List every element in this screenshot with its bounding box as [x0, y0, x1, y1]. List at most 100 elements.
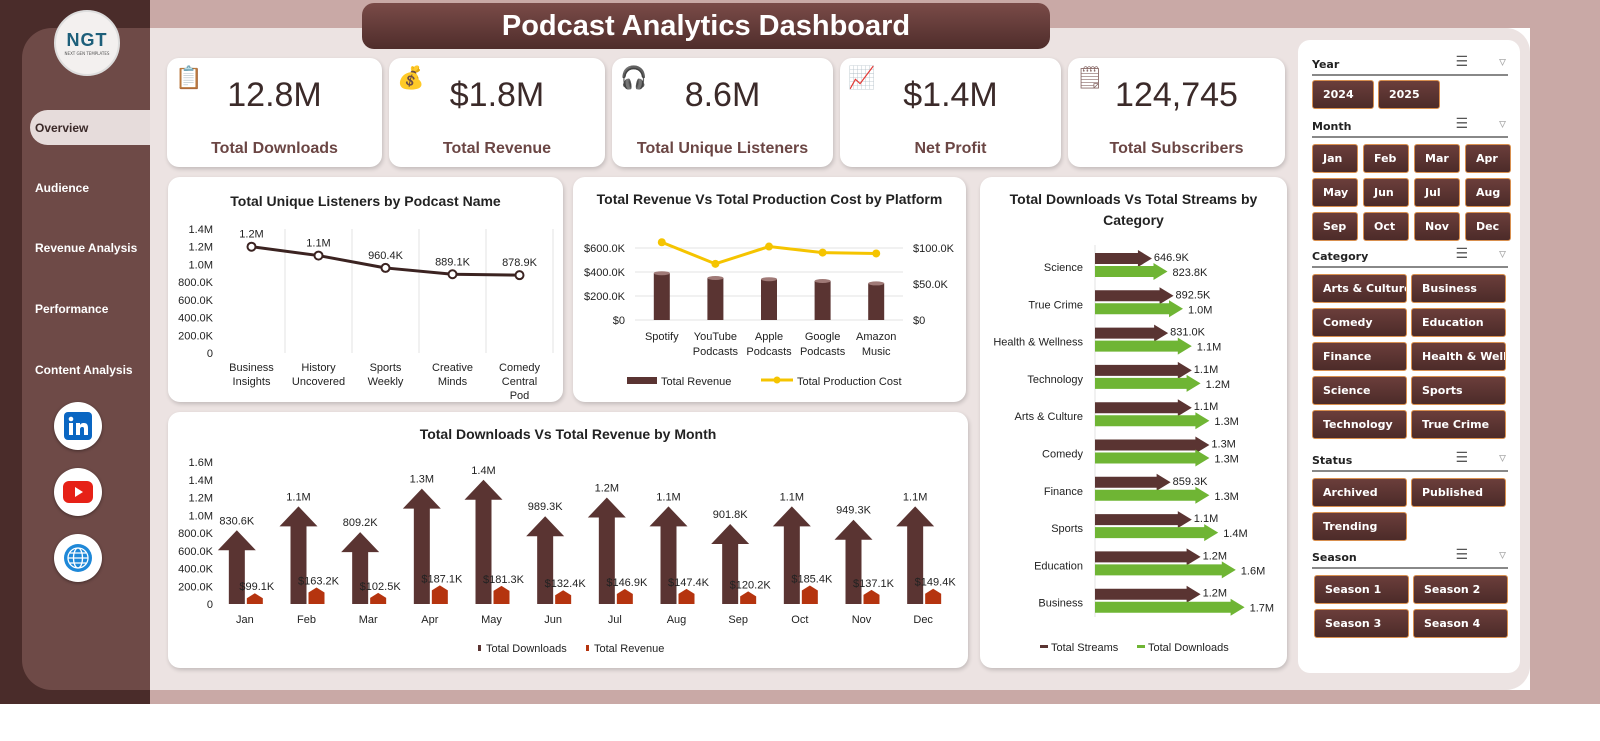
x-tick-label: Mar [359, 614, 378, 626]
x-tick-label: Amazon [856, 331, 896, 343]
revenue-arrow [308, 587, 325, 604]
nav-overview[interactable]: Overview [35, 121, 89, 135]
data-point [818, 248, 827, 257]
streams-arrow [1095, 548, 1201, 566]
downloads-label: 823.8K [1172, 267, 1208, 279]
y2-tick-label: $0 [913, 315, 925, 327]
clear-filter-icon[interactable]: ▿ [1498, 54, 1506, 70]
slicer-button[interactable]: Finance [1312, 342, 1407, 371]
y-tick-label: 1.2M [189, 493, 213, 505]
slicer-button[interactable]: Health & Wellness [1411, 342, 1506, 371]
slicer-button[interactable]: Sports [1411, 376, 1506, 405]
x-tick-label: May [481, 614, 502, 626]
slicer-button[interactable]: Sep [1312, 212, 1358, 241]
slicer-button[interactable]: Season 4 [1413, 609, 1508, 638]
clear-filter-icon[interactable]: ▿ [1498, 547, 1506, 563]
slicer-button[interactable]: Season 1 [1314, 575, 1409, 604]
multi-select-icon[interactable]: ☰ [1455, 116, 1468, 132]
slicer-button[interactable]: Comedy [1312, 308, 1407, 337]
y-tick-label: $400.0K [584, 267, 626, 279]
streams-arrow [1095, 399, 1192, 417]
streams-arrow [1095, 436, 1210, 454]
nav-revenue-analysis[interactable]: Revenue Analysis [35, 241, 138, 255]
downloads-label: 1.4M [1223, 528, 1247, 540]
slicer-button[interactable]: Dec [1465, 212, 1511, 241]
x-tick-label: Insights [233, 376, 271, 388]
data-point [872, 249, 881, 258]
revenue-bar [761, 279, 777, 320]
multi-select-icon[interactable]: ☰ [1455, 547, 1468, 563]
nav-content-analysis[interactable]: Content Analysis [35, 363, 133, 377]
slicer-button[interactable]: Archived [1312, 478, 1407, 507]
slicer-panel: Year ☰ ▿ 2024 2025 Month ☰ ▿ Jan Feb Mar Apr May Jun J… [1298, 40, 1520, 673]
slicer-button[interactable]: Jan [1312, 144, 1358, 173]
slicer-header-year: Year ☰ ▿ [1312, 52, 1508, 76]
slicer-button[interactable]: 2025 [1378, 80, 1440, 109]
x-tick-label: Feb [297, 614, 316, 626]
revenue-arrow [616, 588, 633, 604]
bar-top [653, 271, 670, 276]
slicer-button[interactable]: True Crime [1411, 410, 1506, 439]
slicer-button[interactable]: Education [1411, 308, 1506, 337]
nav-performance[interactable]: Performance [35, 302, 109, 316]
nav-audience[interactable]: Audience [35, 181, 90, 195]
downloads-label: 1.1M [780, 491, 804, 503]
y-tick-label: 1.0M [189, 259, 213, 271]
y-tick-label: 1.6M [189, 457, 213, 469]
chart-svg: 0 200.0K 400.0K 600.0K 800.0K 1.0M 1.2M 1.4M Bus… [178, 224, 554, 402]
clear-filter-icon[interactable]: ▿ [1498, 246, 1506, 262]
slicer-button[interactable]: Feb [1363, 144, 1409, 173]
multi-select-icon[interactable]: ☰ [1455, 450, 1468, 466]
downloads-arrow [649, 506, 688, 604]
y-tick-label: 0 [207, 348, 213, 360]
multi-select-icon[interactable]: ☰ [1455, 54, 1468, 70]
downloads-arrow [834, 519, 873, 604]
website-button[interactable] [54, 534, 102, 582]
nav-active-tab [30, 110, 150, 145]
slicer-button[interactable]: Science [1312, 376, 1407, 405]
slicer-button[interactable]: Technology [1312, 410, 1407, 439]
clear-filter-icon[interactable]: ▿ [1498, 116, 1506, 132]
clear-filter-icon[interactable]: ▿ [1498, 450, 1506, 466]
slicer-button[interactable]: Business [1411, 274, 1506, 303]
slicer-button[interactable]: Jun [1363, 178, 1409, 207]
x-tick-label: Jul [608, 614, 622, 626]
slicer-button[interactable]: Oct [1363, 212, 1409, 241]
y-tick-label: 0 [207, 599, 213, 611]
y2-tick-label: $50.0K [913, 279, 949, 291]
x-tick-label: Business [229, 362, 274, 374]
slicer-button[interactable]: Season 2 [1413, 575, 1508, 604]
slicer-button[interactable]: Trending [1312, 512, 1407, 541]
downloads-label: 1.3M [1214, 454, 1238, 466]
streams-label: 1.2M [1203, 550, 1227, 562]
downloads-label: 1.6M [1241, 565, 1265, 577]
linkedin-button[interactable] [54, 402, 102, 450]
downloads-label: 1.1M [903, 491, 927, 503]
downloads-label: 809.2K [343, 517, 379, 529]
kpi-card: 📈 $1.4M Net Profit [840, 58, 1061, 167]
slicer-button[interactable]: Arts & Culture [1312, 274, 1407, 303]
slicer-button[interactable]: 2024 [1312, 80, 1374, 109]
slicer-button[interactable]: Season 3 [1314, 609, 1409, 638]
x-tick-label: Weekly [368, 376, 404, 388]
slicer-button[interactable]: Jul [1414, 178, 1460, 207]
revenue-label: $120.2K [730, 579, 772, 591]
revenue-label: $99.1K [239, 581, 275, 593]
youtube-button[interactable] [54, 468, 102, 516]
downloads-arrow [1095, 561, 1236, 579]
slicer-button[interactable]: Nov [1414, 212, 1460, 241]
revenue-arrow [863, 589, 880, 604]
slicer-button[interactable]: Published [1411, 478, 1506, 507]
bar-top [868, 281, 885, 286]
downloads-label: 1.1M [1197, 342, 1221, 354]
slicer-button[interactable]: May [1312, 178, 1358, 207]
legend-label: Total Revenue [661, 376, 731, 388]
revenue-label: $137.1K [853, 578, 895, 590]
multi-select-icon[interactable]: ☰ [1455, 246, 1468, 262]
downloads-arrow [341, 532, 380, 604]
slicer-button[interactable]: Aug [1465, 178, 1511, 207]
data-label: 878.9K [502, 257, 538, 269]
x-tick-label: Minds [438, 376, 468, 388]
slicer-button[interactable]: Apr [1465, 144, 1511, 173]
slicer-button[interactable]: Mar [1414, 144, 1460, 173]
